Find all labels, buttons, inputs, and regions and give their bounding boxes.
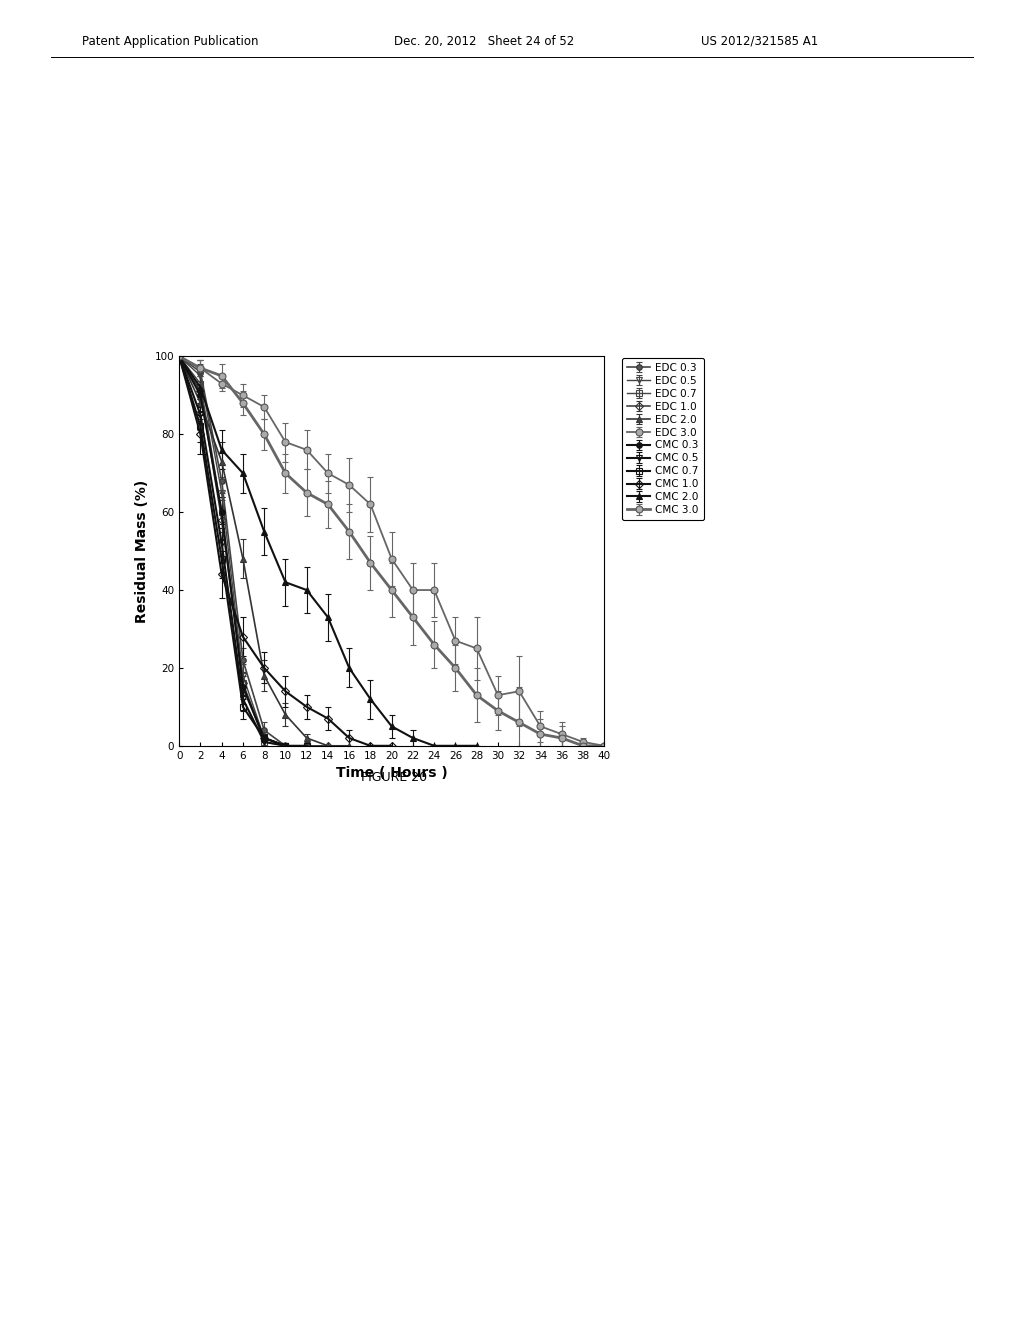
Text: Dec. 20, 2012   Sheet 24 of 52: Dec. 20, 2012 Sheet 24 of 52 <box>394 34 574 48</box>
Text: Patent Application Publication: Patent Application Publication <box>82 34 258 48</box>
X-axis label: Time ( Hours ): Time ( Hours ) <box>336 766 447 780</box>
Y-axis label: Residual Mass (%): Residual Mass (%) <box>135 479 150 623</box>
Text: US 2012/321585 A1: US 2012/321585 A1 <box>701 34 819 48</box>
Text: FIGURE 20: FIGURE 20 <box>361 771 427 784</box>
Legend: EDC 0.3, EDC 0.5, EDC 0.7, EDC 1.0, EDC 2.0, EDC 3.0, CMC 0.3, CMC 0.5, CMC 0.7,: EDC 0.3, EDC 0.5, EDC 0.7, EDC 1.0, EDC … <box>623 358 705 520</box>
